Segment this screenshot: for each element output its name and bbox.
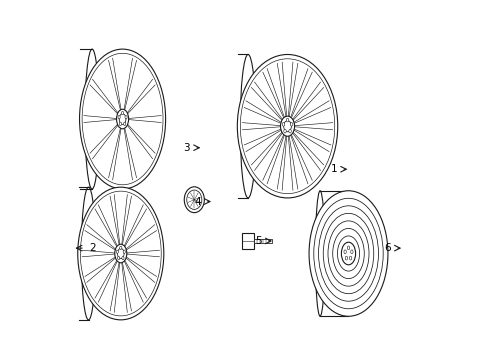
- Ellipse shape: [283, 129, 285, 133]
- Ellipse shape: [78, 187, 163, 320]
- Ellipse shape: [184, 187, 204, 213]
- Ellipse shape: [285, 118, 288, 122]
- Ellipse shape: [290, 122, 292, 126]
- Text: 4: 4: [194, 197, 201, 207]
- Ellipse shape: [237, 54, 337, 198]
- Ellipse shape: [280, 116, 294, 136]
- Ellipse shape: [118, 116, 120, 119]
- Ellipse shape: [282, 122, 284, 126]
- Text: 1: 1: [330, 164, 336, 174]
- FancyBboxPatch shape: [253, 239, 271, 243]
- Ellipse shape: [121, 111, 123, 115]
- Ellipse shape: [349, 256, 351, 260]
- Text: 3: 3: [183, 143, 190, 153]
- Ellipse shape: [116, 250, 118, 253]
- Ellipse shape: [341, 242, 355, 265]
- Text: 5: 5: [255, 236, 261, 246]
- Ellipse shape: [119, 122, 121, 126]
- Ellipse shape: [115, 244, 126, 263]
- Ellipse shape: [343, 250, 346, 254]
- Ellipse shape: [122, 256, 124, 260]
- Text: 6: 6: [384, 243, 390, 253]
- Ellipse shape: [117, 256, 120, 260]
- Ellipse shape: [80, 49, 165, 189]
- Ellipse shape: [125, 116, 127, 119]
- FancyBboxPatch shape: [242, 233, 253, 249]
- Ellipse shape: [308, 191, 387, 316]
- Ellipse shape: [123, 250, 125, 253]
- Text: 2: 2: [89, 243, 96, 253]
- Ellipse shape: [123, 122, 125, 126]
- Ellipse shape: [116, 109, 128, 129]
- Ellipse shape: [350, 250, 352, 254]
- Ellipse shape: [288, 129, 291, 133]
- Ellipse shape: [345, 256, 347, 260]
- Ellipse shape: [120, 246, 122, 249]
- Ellipse shape: [346, 246, 349, 250]
